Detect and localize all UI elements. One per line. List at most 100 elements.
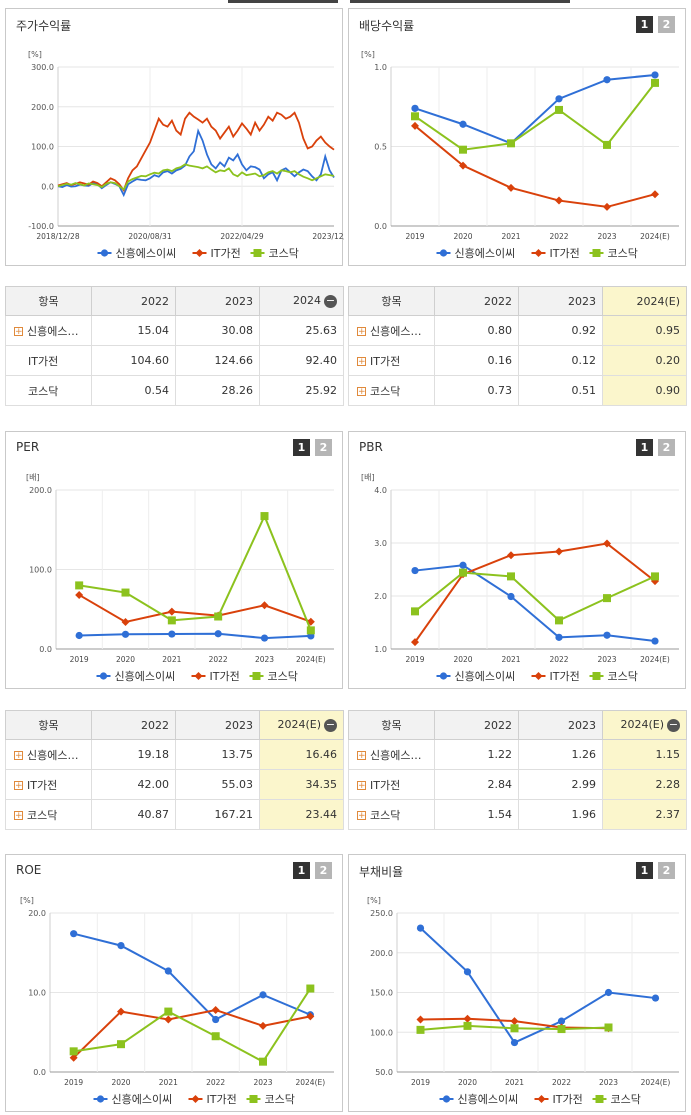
series-line — [79, 632, 311, 640]
collapse-icon[interactable]: − — [324, 293, 337, 308]
collapse-icon[interactable]: − — [324, 717, 337, 732]
x-tick-label: 2020 — [458, 1078, 477, 1087]
expand-icon[interactable]: + — [14, 781, 23, 791]
data-point — [507, 139, 515, 148]
y-tick-label: 0.0 — [374, 222, 387, 231]
row-name: IT가전 — [28, 354, 59, 368]
page-2-button[interactable]: 2 — [315, 439, 332, 456]
page-1-button[interactable]: 1 — [636, 16, 653, 33]
series-line — [414, 542, 656, 643]
series-line — [72, 1008, 311, 1059]
x-tick-label: 2023 — [597, 232, 616, 241]
column-header: 2022 — [91, 710, 176, 740]
legend-label: 코스닥 — [611, 1093, 641, 1106]
expand-icon[interactable]: + — [357, 387, 366, 397]
page-2-button[interactable]: 2 — [658, 16, 675, 33]
legend-marker — [253, 249, 262, 257]
value-cell: 25.63 — [259, 315, 344, 346]
collapse-icon[interactable]: − — [667, 717, 680, 732]
panel-title: 배당수익률 — [359, 19, 415, 33]
expand-icon[interactable]: + — [357, 781, 366, 791]
page-1-button[interactable]: 1 — [293, 862, 310, 879]
page-1-button[interactable]: 1 — [636, 439, 653, 456]
panel-dividend-yield: [%] 1.0 0.5 0.0 2019 2020 2021 2022 2023 2024(E) 신… — [348, 8, 686, 266]
panel-title: PER — [16, 440, 40, 454]
page-1-button[interactable]: 1 — [636, 862, 653, 879]
row-name: 코스닥 — [27, 808, 58, 822]
column-header: 항목 — [348, 710, 435, 740]
table-row: + 코스닥 0.73 0.51 0.90 — [348, 375, 687, 406]
column-header: 항목 — [348, 286, 435, 316]
y-tick-label: 1.0 — [374, 63, 387, 72]
expand-icon[interactable]: + — [357, 327, 366, 337]
legend-label: 신흥에스이씨 — [458, 1092, 519, 1106]
legend-marker — [595, 1095, 604, 1103]
value-cell: 1.54 — [434, 799, 519, 830]
data-point — [510, 1038, 519, 1047]
data-point — [651, 637, 659, 645]
data-point — [557, 1017, 566, 1025]
data-point — [411, 112, 419, 121]
value-cell: 34.35 — [259, 769, 344, 800]
expand-icon[interactable]: + — [357, 811, 366, 821]
y-unit-label: [배] — [26, 473, 40, 482]
data-point — [306, 1012, 315, 1021]
y-tick-label: 20.0 — [28, 909, 46, 918]
column-header: 2023 — [518, 710, 603, 740]
expand-icon[interactable]: + — [357, 357, 366, 367]
y-tick-label: 0.0 — [39, 645, 52, 654]
value-cell: 19.18 — [91, 739, 176, 770]
y-tick-label: 200.0 — [31, 103, 54, 112]
table-row: + IT가전 42.00 55.03 34.35 — [5, 769, 344, 800]
page-1-button[interactable]: 1 — [293, 439, 310, 456]
value-cell: 2.84 — [434, 769, 519, 800]
data-point — [555, 547, 563, 556]
value-cell: 1.15 — [602, 739, 687, 770]
y-tick-label: 1.0 — [374, 645, 387, 654]
data-point — [416, 1025, 425, 1034]
expand-icon[interactable]: + — [357, 751, 366, 761]
expand-icon[interactable]: + — [14, 811, 23, 821]
row-name-cell: + 신흥에스… — [348, 315, 435, 346]
x-tick-label: 2022 — [549, 655, 568, 664]
legend-marker — [534, 249, 543, 257]
y-tick-label: 150.0 — [370, 989, 393, 998]
column-header-label: 2023 — [225, 718, 253, 732]
chart-per: [배] 200.0 100.0 0.0 2019 2020 2021 2022 2023 2024… — [26, 473, 334, 683]
table-row: + 코스닥 1.54 1.96 2.37 — [348, 799, 687, 830]
y-tick-label: 100.0 — [31, 143, 54, 152]
data-point — [603, 594, 611, 603]
page-2-button[interactable]: 2 — [658, 439, 675, 456]
data-point — [555, 616, 563, 625]
x-tick-label: 2020 — [453, 655, 472, 664]
data-point — [211, 1005, 220, 1014]
series-line — [73, 987, 312, 1063]
data-point — [75, 631, 83, 640]
legend-marker — [100, 249, 109, 257]
y-tick-label: 3.0 — [374, 539, 387, 548]
page-buttons: 1 2 — [636, 439, 675, 456]
y-unit-label: [%] — [28, 50, 42, 59]
panel-roe: [%] 20.0 10.0 0.0 2019 2020 2021 2022 2023 2024(E… — [5, 854, 343, 1112]
y-unit-label: [%] — [367, 896, 381, 905]
page-2-button[interactable]: 2 — [658, 862, 675, 879]
data-point — [259, 1057, 267, 1066]
legend-marker — [195, 249, 204, 257]
legend-marker — [442, 1095, 451, 1103]
x-tick-label: 2024(E) — [640, 655, 670, 664]
panel-per: [배] 200.0 100.0 0.0 2019 2020 2021 2022 2023 2024… — [5, 431, 343, 689]
legend-label: 코스닥 — [608, 670, 638, 683]
data-point — [604, 988, 613, 997]
data-point — [164, 967, 172, 975]
page-2-button[interactable]: 2 — [315, 862, 332, 879]
data-point — [306, 626, 315, 635]
expand-icon[interactable]: + — [14, 327, 23, 337]
data-point — [459, 161, 467, 170]
value-cell: 0.51 — [518, 375, 603, 406]
data-point — [75, 581, 84, 590]
column-header-label: 2023 — [568, 294, 596, 308]
table-stock-return: 항목 2022 2023 2024− + 신흥에스… 15.04 30.08 25.63 IT가전… — [5, 286, 344, 406]
data-point — [651, 190, 659, 199]
column-header-label: 2022 — [484, 718, 512, 732]
expand-icon[interactable]: + — [14, 751, 23, 761]
